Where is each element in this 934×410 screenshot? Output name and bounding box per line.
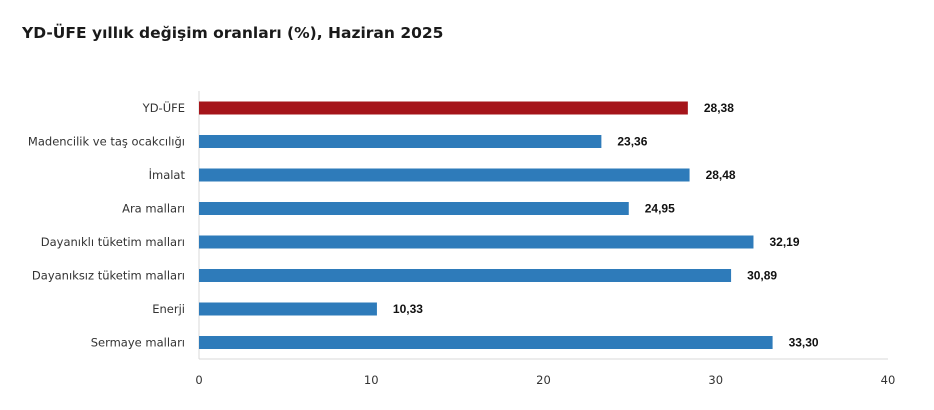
- category-label: İmalat: [149, 167, 186, 182]
- category-label: Madencilik ve taş ocakcılığı: [28, 135, 185, 149]
- x-tick-label: 30: [708, 373, 723, 387]
- category-label: YD-ÜFE: [142, 99, 185, 115]
- bar: [199, 269, 732, 282]
- x-tick-label: 10: [364, 373, 379, 387]
- x-tick-label: 0: [195, 373, 202, 387]
- bar: [199, 135, 602, 148]
- data-label: 33,30: [789, 336, 819, 350]
- x-tick-label: 20: [536, 373, 551, 387]
- x-tick-label: 40: [881, 373, 896, 387]
- bar: [199, 202, 629, 215]
- chart-title: YD-ÜFE yıllık değişim oranları (%), Hazi…: [22, 24, 444, 42]
- category-label: Ara malları: [122, 202, 185, 216]
- bar: [199, 235, 754, 249]
- data-label: 32,19: [769, 235, 799, 249]
- data-label: 28,38: [704, 101, 734, 115]
- bar: [199, 101, 688, 115]
- data-label: 30,89: [747, 269, 777, 283]
- data-label: 24,95: [645, 202, 675, 216]
- bar: [199, 336, 773, 349]
- bar: [199, 168, 690, 182]
- category-label: Dayanıklı tüketim malları: [41, 235, 185, 249]
- category-label: Enerji: [152, 302, 185, 316]
- data-label: 23,36: [617, 135, 647, 149]
- data-label: 10,33: [393, 302, 423, 316]
- category-label: Dayanıksız tüketim malları: [32, 269, 185, 283]
- bar: [199, 302, 377, 316]
- data-label: 28,48: [706, 168, 736, 182]
- category-label: Sermaye malları: [91, 336, 185, 350]
